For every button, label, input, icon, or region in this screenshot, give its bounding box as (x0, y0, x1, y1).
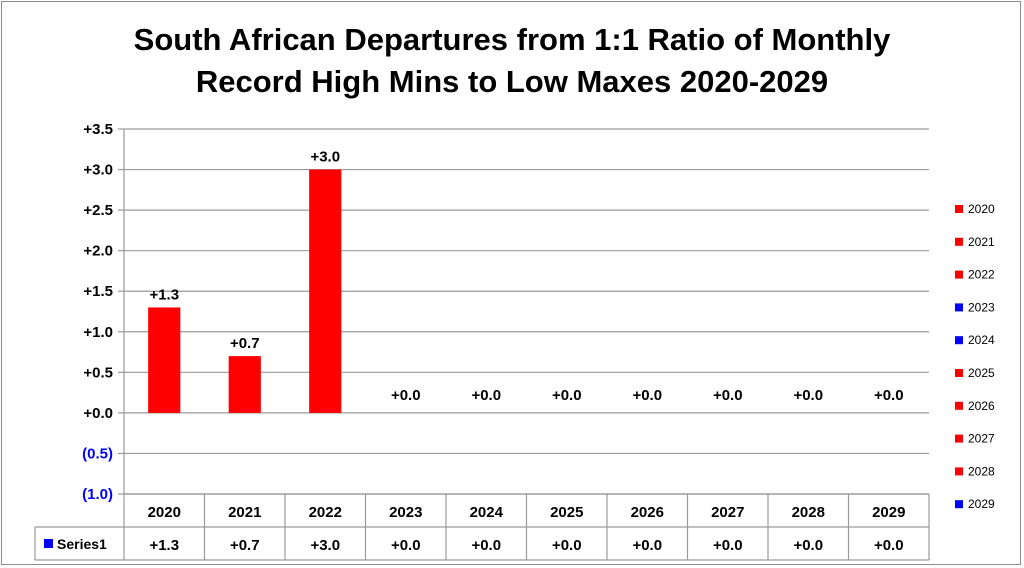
x-category-label: 2024 (470, 504, 504, 521)
legend-label: 2025 (968, 366, 995, 380)
y-tick-label: (0.5) (82, 445, 113, 462)
chart-title-line-2: Record High Mins to Low Maxes 2020-2029 (195, 64, 829, 99)
table-cell-value: +0.0 (552, 537, 582, 554)
bar (228, 356, 261, 413)
legend-swatch (955, 467, 963, 476)
legend-swatch (955, 205, 963, 213)
x-category-label: 2022 (309, 504, 342, 521)
table-cell-value: +0.0 (391, 537, 421, 554)
data-label: +0.0 (552, 387, 582, 404)
bar (309, 169, 342, 413)
x-category-label: 2026 (631, 504, 664, 521)
y-tick-label: +1.0 (83, 324, 113, 341)
y-tick-label: +0.5 (83, 364, 113, 381)
legend-swatch (955, 401, 963, 410)
data-label: +0.0 (632, 387, 662, 404)
data-label: +0.0 (391, 387, 421, 404)
data-label: +0.7 (230, 335, 260, 352)
table-cell-value: +0.0 (632, 537, 662, 554)
legend-label: 2022 (968, 268, 995, 282)
legend-label: 2026 (968, 399, 995, 413)
table-cell-value: +0.0 (793, 537, 823, 554)
x-category-label: 2029 (872, 504, 905, 521)
legend-swatch (955, 270, 963, 279)
legend-label: 2024 (968, 333, 995, 347)
y-tick-label: +3.5 (83, 121, 113, 138)
y-tick-label: +2.5 (83, 202, 113, 219)
table-series-label: Series1 (57, 536, 107, 552)
legend-label: 2028 (968, 464, 995, 478)
y-tick-label: +3.0 (83, 162, 113, 179)
y-tick-label: +2.0 (83, 243, 113, 260)
x-category-label: 2021 (228, 504, 261, 521)
y-tick-label: +0.0 (83, 405, 113, 422)
data-label: +0.0 (793, 387, 823, 404)
legend-label: 2021 (968, 235, 995, 249)
table-cell-value: +0.0 (874, 537, 904, 554)
data-label: +1.3 (149, 286, 179, 303)
legend-swatch (955, 336, 963, 345)
table-series-key-swatch (44, 539, 53, 548)
data-label: +0.0 (713, 387, 743, 404)
x-category-label: 2028 (792, 504, 825, 521)
x-category-label: 2027 (711, 504, 744, 521)
table-cell-value: +0.0 (471, 537, 501, 554)
legend-swatch (955, 434, 963, 443)
table-cell-value: +1.3 (149, 537, 179, 554)
y-tick-label: (1.0) (82, 486, 113, 503)
legend-label: 2020 (968, 202, 995, 216)
legend-label: 2023 (968, 300, 995, 314)
legend-swatch (955, 369, 963, 377)
legend-swatch (955, 237, 963, 246)
x-category-label: 2020 (148, 504, 181, 521)
data-label: +0.0 (874, 387, 904, 404)
legend-swatch (955, 303, 963, 312)
y-tick-label: +1.5 (83, 283, 113, 300)
x-category-label: 2025 (550, 504, 583, 521)
legend-label: 2029 (968, 497, 995, 511)
bar (148, 307, 181, 413)
table-cell-value: +0.0 (713, 537, 743, 554)
data-label: +0.0 (471, 387, 501, 404)
x-category-label: 2023 (389, 504, 422, 521)
data-label: +3.0 (310, 149, 340, 166)
legend-swatch (955, 500, 963, 509)
legend-label: 2027 (968, 432, 995, 446)
table-cell-value: +3.0 (310, 537, 340, 554)
table-cell-value: +0.7 (230, 537, 260, 554)
chart-title-line-1: South African Departures from 1:1 Ratio … (133, 22, 891, 57)
